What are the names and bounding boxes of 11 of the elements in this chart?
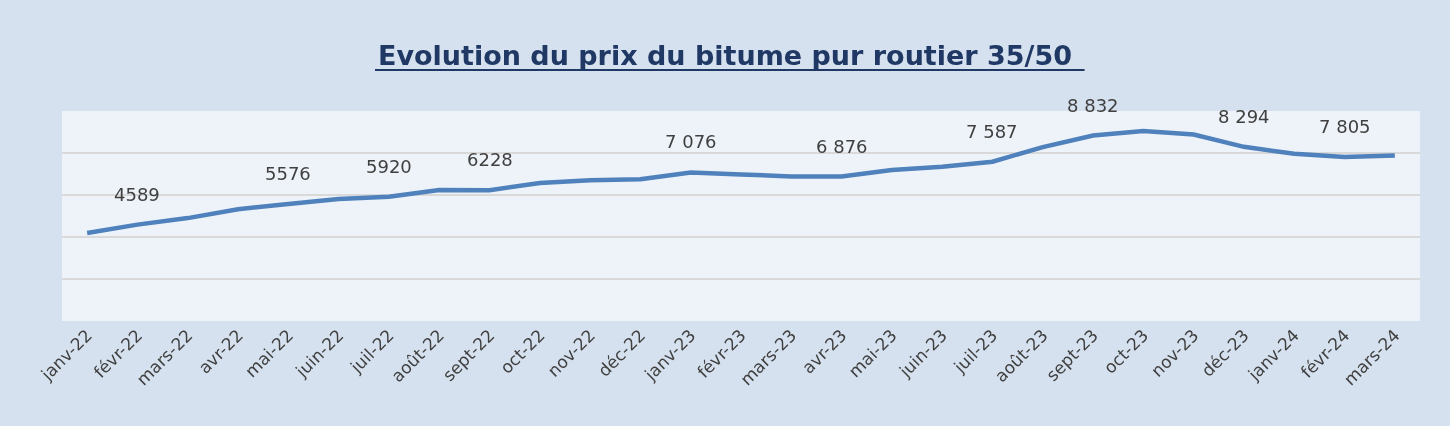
data-label: 7 805 (1319, 116, 1371, 137)
chart-title: Evolution du prix du bitume pur routier 35/50 (377, 39, 1073, 71)
data-label: 5920 (366, 156, 412, 177)
data-label: 5576 (265, 163, 311, 184)
data-label: 4589 (114, 184, 160, 205)
data-label: 6 876 (816, 136, 868, 157)
data-label: 7 076 (665, 131, 717, 152)
data-label: 7 587 (966, 121, 1018, 142)
data-label: 8 832 (1067, 95, 1119, 116)
data-label: 8 294 (1218, 106, 1270, 127)
data-label: 6228 (467, 149, 513, 170)
